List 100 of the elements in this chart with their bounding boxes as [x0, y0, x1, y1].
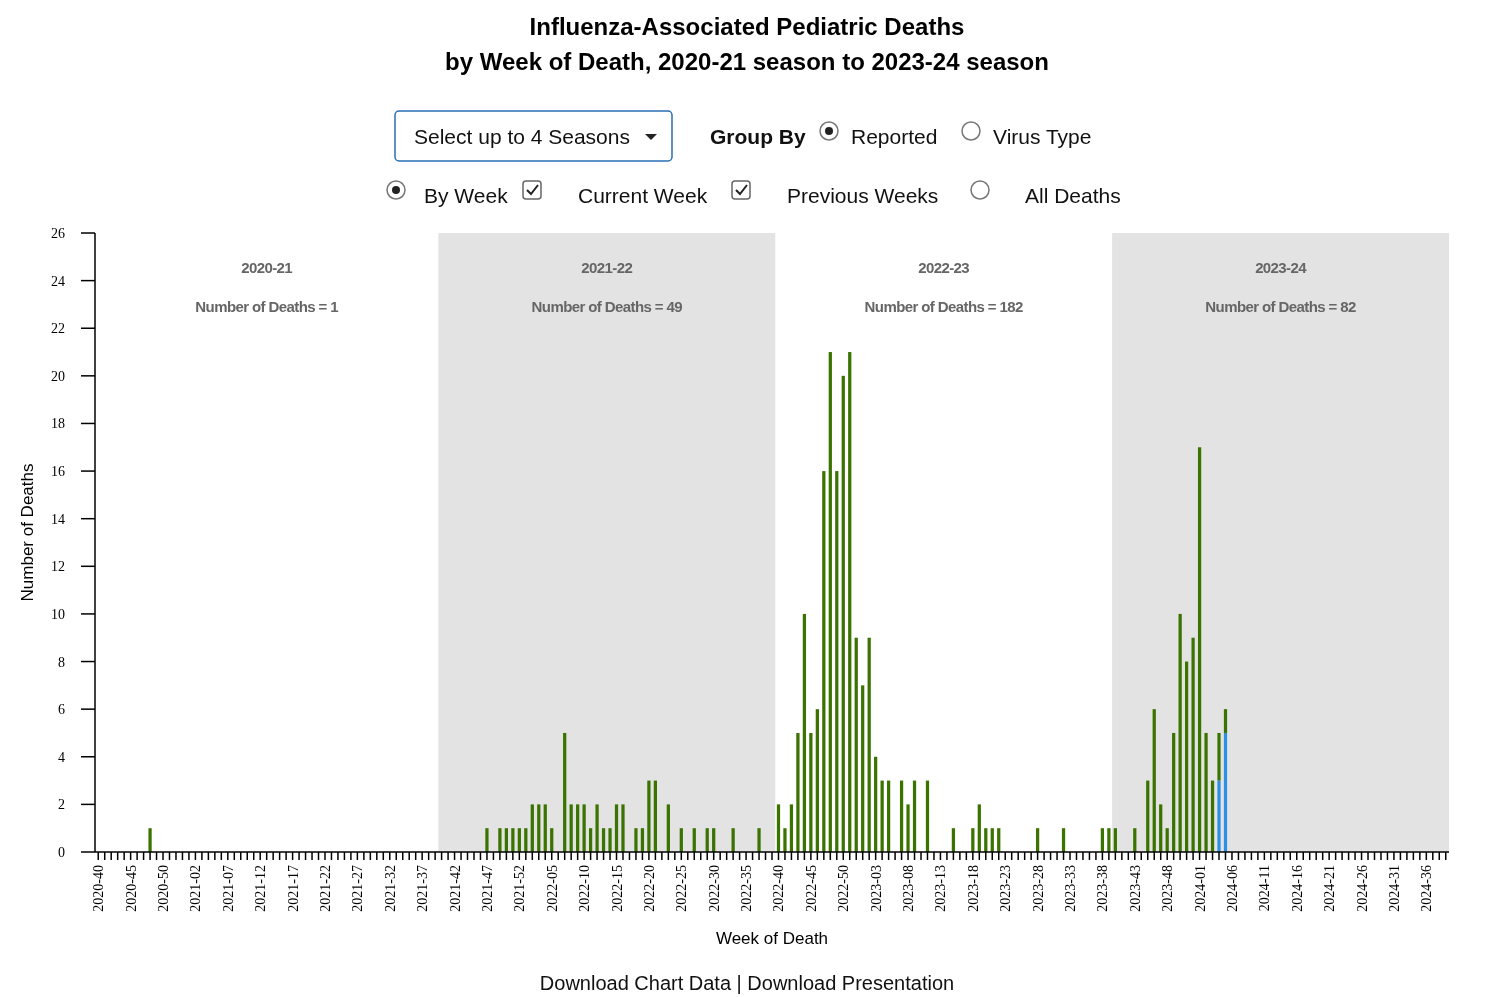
y-tick-label: 10	[51, 606, 65, 622]
bar	[984, 828, 988, 852]
bar	[1113, 828, 1117, 852]
y-tick-label: 0	[58, 845, 65, 860]
bar	[854, 637, 858, 852]
y-tick-label: 12	[51, 559, 65, 575]
bar	[802, 613, 807, 852]
bar	[705, 828, 709, 852]
x-tick-label: 2022-50	[836, 865, 852, 912]
bar	[861, 685, 865, 852]
bar	[880, 780, 884, 852]
x-tick-label: 2023-43	[1127, 865, 1143, 912]
bar	[692, 828, 696, 852]
x-tick-label: 2021-52	[512, 865, 528, 912]
bar	[1217, 732, 1221, 781]
x-tick-label: 2020-50	[156, 865, 172, 912]
annotation: Number of Deaths = 82	[1205, 298, 1356, 315]
bar	[653, 780, 658, 852]
chart-subtitle: by Week of Death, 2020-21 season to 2023-24 season	[445, 48, 1049, 75]
annotation: 2020-21	[241, 259, 293, 276]
bar	[1036, 828, 1040, 852]
x-axis-title: Week of Death	[715, 929, 829, 948]
bar	[595, 804, 599, 852]
bar	[543, 804, 547, 852]
x-tick-label: 2022-25	[674, 865, 690, 912]
bar	[731, 828, 735, 852]
annotation: 2022-23	[918, 259, 970, 276]
bar	[1159, 804, 1163, 852]
annotation: 2021-22	[581, 259, 633, 276]
x-tick-label: 2023-08	[901, 865, 917, 912]
x-tick-label: 2021-22	[317, 865, 333, 912]
bar	[841, 375, 845, 852]
bar	[485, 828, 489, 852]
text: By Week	[424, 184, 509, 207]
x-tick-label: 2022-15	[609, 865, 625, 912]
text: Virus Type	[993, 125, 1092, 148]
y-tick-label: 20	[51, 368, 65, 384]
x-tick-label: 2022-45	[803, 865, 819, 912]
x-tick-label: 2021-02	[188, 865, 204, 912]
bar	[640, 828, 645, 852]
x-tick-label: 2020-45	[123, 865, 139, 912]
x-tick-label: 2022-10	[577, 865, 593, 912]
bar	[1223, 732, 1228, 852]
y-tick-label: 22	[51, 321, 65, 337]
bar	[828, 352, 832, 852]
y-tick-label: 18	[51, 416, 65, 432]
bar	[517, 828, 521, 852]
bar	[148, 828, 152, 852]
y-tick-label: 2	[58, 797, 65, 813]
x-tick-label: 2022-05	[544, 865, 560, 912]
x-tick-label: 2021-07	[220, 865, 236, 912]
annotation: 2023-24	[1255, 259, 1308, 276]
y-tick-label: 6	[58, 702, 65, 718]
bar	[712, 828, 716, 852]
x-tick-label: 2022-30	[706, 865, 722, 912]
bar	[906, 804, 910, 852]
bar	[1210, 780, 1215, 852]
x-tick-label: 2023-38	[1095, 865, 1111, 912]
bar	[874, 756, 878, 852]
bar	[835, 471, 839, 852]
x-tick-label: 2021-42	[447, 865, 463, 912]
text: Current Week	[578, 184, 708, 207]
bar	[621, 804, 625, 852]
y-tick-label: 14	[51, 511, 65, 527]
text: Group By	[710, 125, 806, 148]
bar	[498, 828, 502, 852]
bar	[757, 828, 761, 852]
bar	[634, 828, 638, 852]
bar	[783, 828, 787, 852]
x-tick-label: 2023-28	[1030, 865, 1046, 912]
y-axis-title: Number of Deaths	[18, 463, 37, 602]
bar	[971, 828, 975, 852]
bar	[776, 804, 781, 852]
y-tick-label: 24	[51, 273, 65, 289]
bar	[925, 780, 930, 852]
bar	[1146, 780, 1150, 852]
bar	[1204, 732, 1208, 852]
bar	[530, 804, 534, 852]
x-tick-label: 2024-16	[1289, 865, 1305, 912]
bar	[899, 780, 904, 852]
bar	[867, 637, 871, 852]
x-tick-label: 2024-06	[1224, 865, 1240, 912]
chart-title: Influenza-Associated Pediatric Deaths	[529, 13, 965, 40]
x-tick-label: 2021-37	[415, 865, 431, 912]
bar	[524, 828, 528, 852]
bar	[647, 780, 651, 852]
bar	[601, 828, 606, 852]
bar	[1100, 828, 1105, 852]
bar	[614, 804, 619, 852]
bar	[1217, 780, 1221, 852]
x-tick-label: 2024-21	[1322, 865, 1338, 912]
y-tick-label: 16	[51, 464, 65, 480]
bar	[576, 804, 580, 852]
x-tick-label: 2020-40	[91, 865, 107, 912]
bar	[563, 732, 567, 852]
bar	[848, 352, 852, 852]
bar	[1223, 709, 1228, 733]
y-tick-label: 4	[58, 749, 65, 765]
bar	[951, 828, 956, 852]
x-tick-label: 2022-40	[771, 865, 787, 912]
